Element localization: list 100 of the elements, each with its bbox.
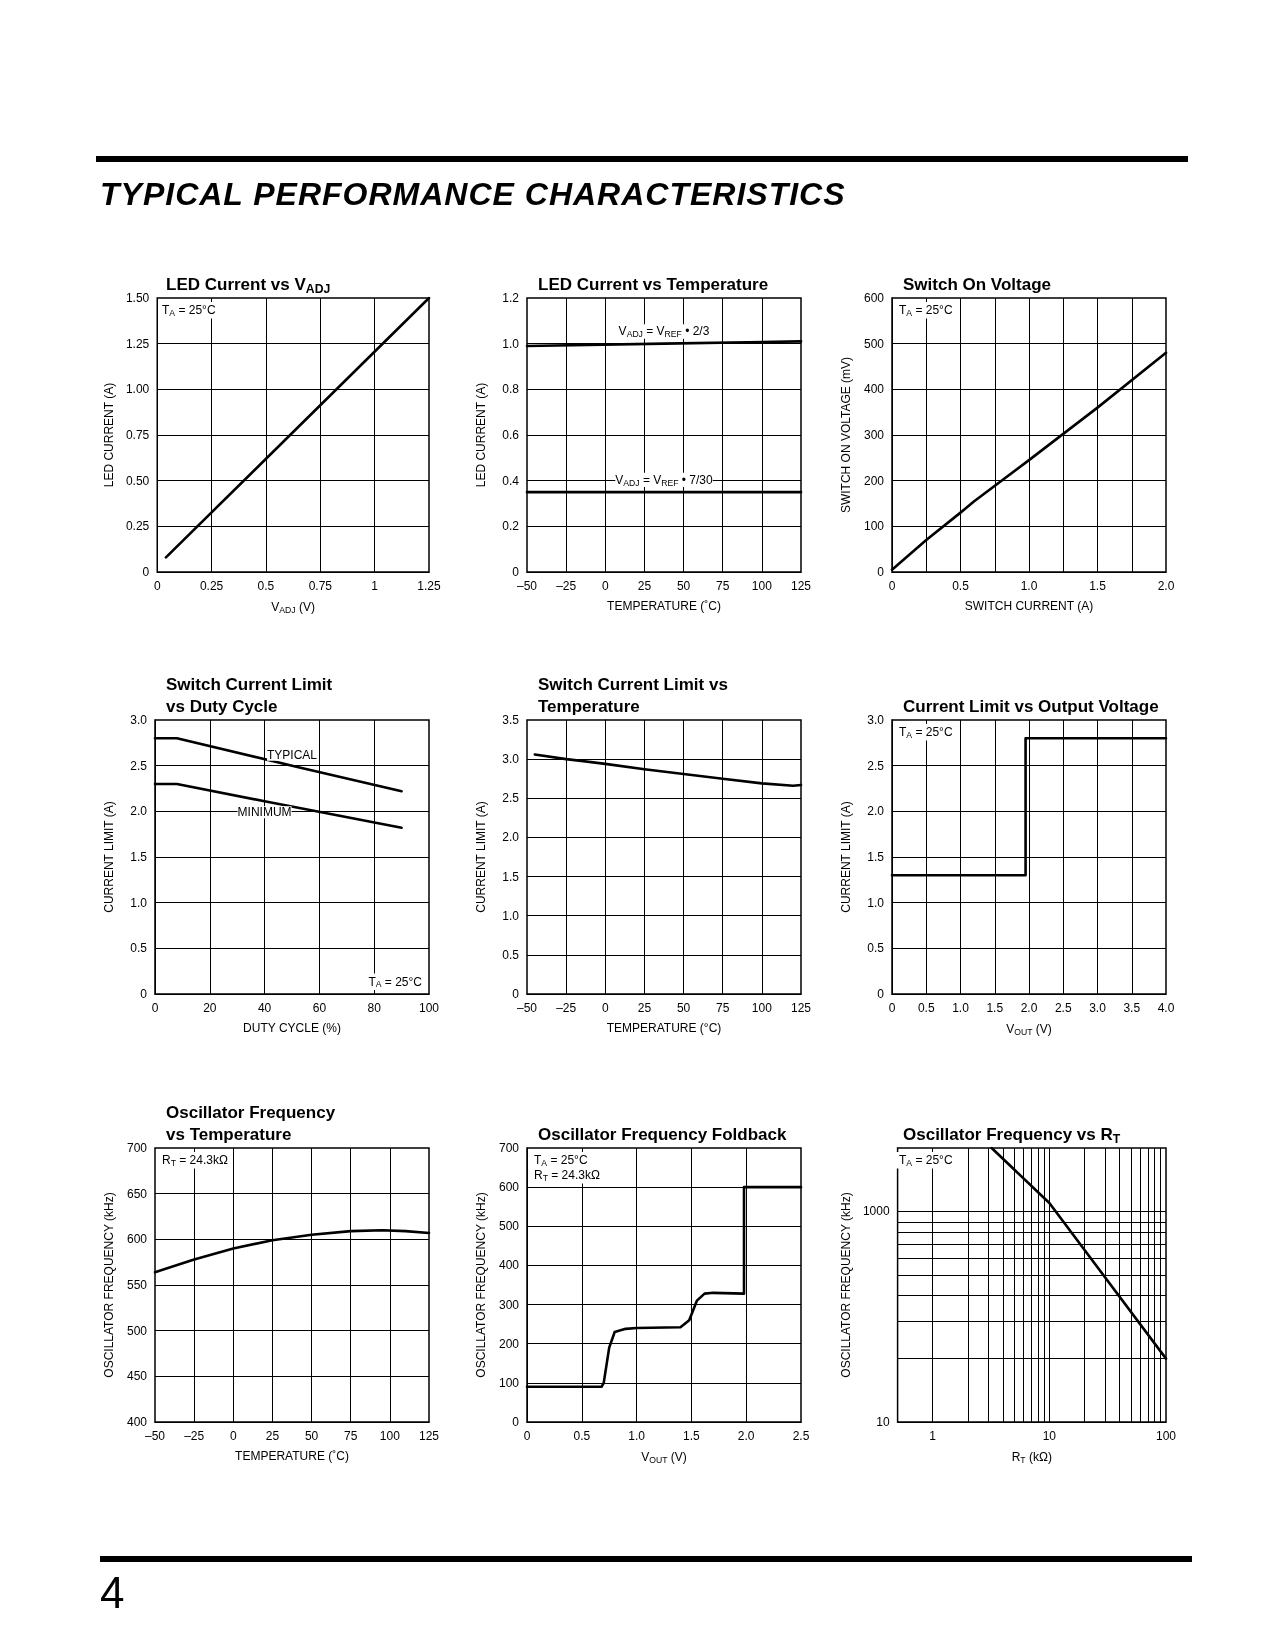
y-tick-label: 100 [498, 1375, 520, 1390]
chart-title: LED Current vs Temperature [538, 274, 769, 294]
y-tick-label: 0 [877, 565, 885, 579]
x-tick-label: 40 [257, 1001, 272, 1015]
x-axis-title: DUTY CYCLE (%) [243, 1021, 341, 1035]
y-tick-label: 550 [126, 1278, 148, 1292]
x-tick-label: 0 [229, 1429, 237, 1443]
chart-title: Switch Current Limit vs Temperature [538, 674, 728, 716]
y-tick-label: 600 [498, 1180, 520, 1195]
x-tick-label: 0 [601, 1001, 609, 1015]
chart-title: Switch On Voltage [903, 274, 1051, 294]
y-tick-label: 700 [126, 1141, 148, 1155]
y-tick-label: 1.0 [867, 895, 885, 910]
x-tick-label: 1.0 [952, 1001, 970, 1015]
y-tick-label: 2.0 [130, 804, 148, 819]
y-tick-label: 0 [142, 565, 150, 579]
x-tick-label: 20 [203, 1001, 217, 1015]
y-tick-label: 600 [126, 1232, 148, 1247]
y-tick-label: 500 [863, 336, 885, 351]
x-tick-label: 0 [151, 1001, 159, 1015]
x-tick-label: 1 [929, 1429, 937, 1443]
y-tick-label: 0 [877, 987, 885, 1001]
x-tick-label: 125 [790, 579, 812, 593]
y-axis-title: OSCILLATOR FREQUENCY (kHz) [474, 1192, 488, 1378]
x-tick-label: –50 [516, 579, 538, 593]
x-tick-label: 1.5 [986, 1001, 1004, 1015]
x-tick-label: 1.5 [683, 1429, 701, 1443]
x-tick-label: 2.0 [737, 1429, 755, 1443]
x-tick-label: –25 [556, 1001, 577, 1015]
x-tick-label: 75 [716, 579, 730, 593]
y-tick-label: 0.5 [130, 941, 148, 956]
chart-title: Current Limit vs Output Voltage [903, 696, 1159, 716]
y-tick-label: 0.5 [502, 947, 520, 962]
x-tick-label: 100 [751, 1001, 773, 1015]
y-tick-label: 500 [498, 1219, 520, 1234]
x-tick-label: 1.5 [1089, 579, 1107, 593]
y-tick-label: 10 [876, 1415, 890, 1429]
y-tick-label: 0 [512, 1415, 520, 1429]
x-axis-title: TEMPERATURE (˚C) [607, 599, 721, 613]
y-tick-label: 2.5 [130, 758, 148, 773]
x-tick-label: 3.0 [1089, 1001, 1107, 1015]
y-tick-label: 100 [863, 519, 885, 534]
y-axis-title: OSCILLATOR FREQUENCY (kHz) [102, 1192, 116, 1378]
y-tick-label: 0 [140, 987, 148, 1001]
x-tick-label: 100 [1155, 1429, 1177, 1443]
y-tick-label: 2.5 [867, 758, 885, 773]
y-tick-label: 2.0 [502, 830, 520, 845]
y-tick-label: 2.0 [867, 804, 885, 819]
y-tick-label: 1.5 [130, 850, 148, 864]
y-tick-label: 500 [126, 1323, 148, 1338]
x-tick-label: 25 [637, 1001, 652, 1015]
x-tick-label: –25 [184, 1429, 205, 1443]
y-tick-label: 1.5 [867, 850, 885, 864]
x-tick-label: 2.0 [1020, 1001, 1038, 1015]
x-tick-label: 125 [418, 1429, 440, 1443]
y-tick-label: 1.50 [125, 291, 150, 305]
x-tick-label: 100 [418, 1001, 440, 1015]
chart-title: Oscillator Frequency vs Temperature [166, 1102, 336, 1144]
x-tick-label: 75 [716, 1001, 730, 1015]
x-tick-label: 0.5 [573, 1429, 591, 1443]
y-tick-label: 0.5 [867, 941, 885, 956]
x-tick-label: 0.5 [917, 1001, 935, 1015]
series-label: MINIMUM [237, 805, 292, 820]
y-axis-title: LED CURRENT (A) [474, 382, 488, 488]
x-tick-label: 100 [751, 579, 773, 593]
y-axis-title: OSCILLATOR FREQUENCY (kHz) [839, 1192, 853, 1378]
y-tick-label: 300 [863, 428, 885, 442]
y-tick-label: 0.8 [502, 382, 520, 397]
y-tick-label: 1.25 [125, 336, 150, 351]
y-tick-label: 200 [863, 473, 885, 488]
x-tick-label: 50 [676, 1001, 691, 1015]
y-tick-label: 700 [498, 1141, 520, 1155]
y-tick-label: 1.5 [502, 869, 520, 884]
y-tick-label: 1.0 [130, 895, 148, 910]
x-tick-label: 0 [523, 1429, 531, 1443]
y-tick-label: 0.25 [125, 519, 150, 534]
y-axis-title: CURRENT LIMIT (A) [102, 801, 116, 913]
y-tick-label: 450 [126, 1369, 148, 1384]
y-tick-label: 1.00 [125, 382, 150, 397]
x-tick-label: 25 [265, 1429, 280, 1443]
x-tick-label: 0.5 [257, 579, 275, 593]
x-tick-label: 100 [379, 1429, 401, 1443]
series-label: TYPICAL [266, 747, 318, 762]
x-tick-label: 1.0 [628, 1429, 646, 1443]
x-tick-label: –50 [516, 1001, 538, 1015]
x-tick-label: 1.25 [417, 579, 441, 593]
y-tick-label: 0.6 [502, 428, 520, 442]
y-tick-label: 1000 [862, 1204, 890, 1219]
text: 4 [100, 1568, 125, 1618]
x-tick-label: 125 [790, 1001, 812, 1015]
y-tick-label: 400 [863, 382, 885, 397]
x-tick-label: 50 [304, 1429, 319, 1443]
y-tick-label: 0.2 [502, 519, 520, 534]
x-axis-title: TEMPERATURE (˚C) [235, 1449, 349, 1463]
x-tick-label: 80 [367, 1001, 382, 1015]
y-tick-label: 0.50 [125, 473, 150, 488]
y-tick-label: 1.0 [502, 336, 520, 351]
y-tick-label: 3.0 [130, 713, 148, 727]
x-tick-label: 1.0 [1020, 579, 1038, 593]
y-tick-label: 3.0 [867, 713, 885, 727]
